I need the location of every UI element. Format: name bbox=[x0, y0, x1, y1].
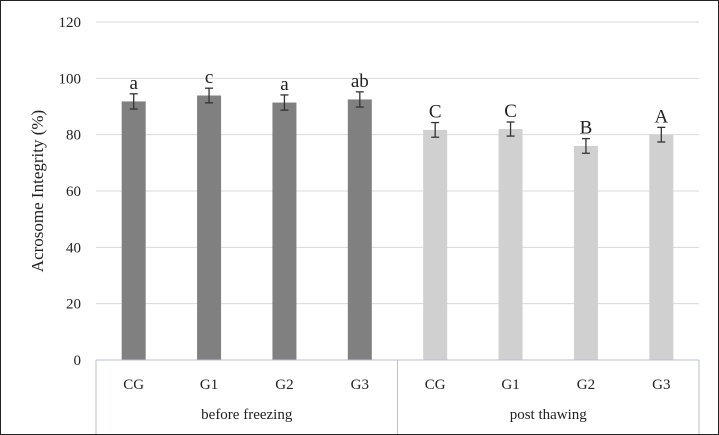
y-axis-label: Acrosome Integrity (%) bbox=[28, 110, 47, 272]
bar bbox=[498, 129, 523, 360]
significance-letter: a bbox=[280, 74, 289, 95]
bar bbox=[272, 102, 297, 360]
x-tick-label: CG bbox=[425, 377, 446, 393]
group-label: post thawing bbox=[510, 407, 588, 423]
x-tick-label: G1 bbox=[200, 377, 218, 393]
significance-letter: B bbox=[580, 118, 593, 139]
significance-letter: a bbox=[129, 73, 138, 94]
x-tick-label: G3 bbox=[351, 377, 369, 393]
bar bbox=[347, 99, 372, 360]
y-tick-label: 60 bbox=[66, 184, 81, 200]
x-tick-label: G1 bbox=[501, 377, 519, 393]
x-tick-label: G2 bbox=[275, 377, 293, 393]
significance-letter: A bbox=[654, 106, 668, 127]
group-label: before freezing bbox=[201, 407, 293, 423]
y-tick-label: 20 bbox=[66, 297, 81, 313]
bar bbox=[197, 95, 222, 360]
x-tick-label: G3 bbox=[652, 377, 670, 393]
y-tick-label: 0 bbox=[74, 353, 82, 369]
significance-letter: C bbox=[504, 101, 517, 122]
y-tick-label: 80 bbox=[66, 128, 81, 144]
y-tick-label: 120 bbox=[59, 15, 82, 31]
bar bbox=[423, 129, 448, 360]
y-tick-label: 100 bbox=[59, 71, 82, 87]
bar bbox=[121, 101, 146, 361]
x-tick-label: CG bbox=[123, 377, 144, 393]
bar bbox=[573, 145, 598, 360]
y-tick-label: 40 bbox=[66, 240, 81, 256]
bar bbox=[649, 134, 674, 360]
significance-letter: C bbox=[429, 102, 442, 123]
significance-letter: ab bbox=[351, 71, 369, 92]
significance-letter: c bbox=[205, 67, 213, 88]
x-tick-label: G2 bbox=[577, 377, 595, 393]
